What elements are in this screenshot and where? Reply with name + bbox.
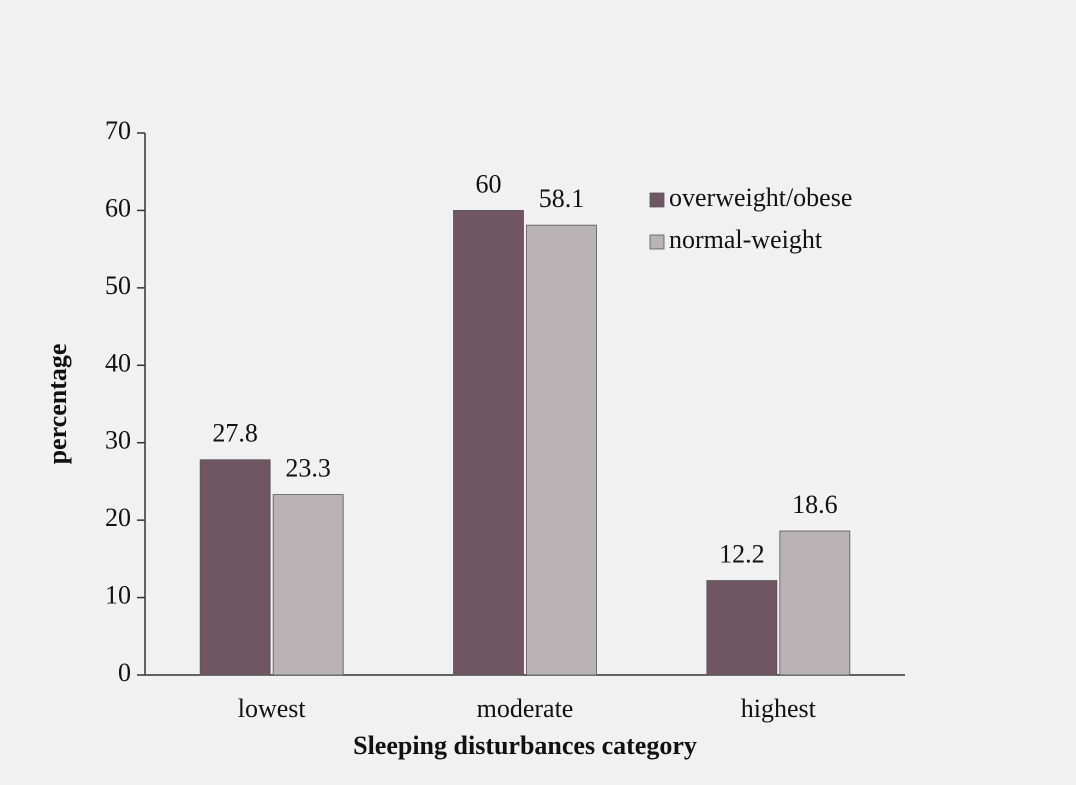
bar bbox=[779, 530, 851, 676]
y-tick-label: 0 bbox=[118, 658, 131, 687]
value-label: 12.2 bbox=[719, 540, 765, 569]
value-label: 58.1 bbox=[539, 184, 585, 213]
x-tick-label: highest bbox=[741, 694, 817, 723]
x-tick-label: lowest bbox=[238, 694, 307, 723]
bar bbox=[272, 494, 344, 676]
bar bbox=[199, 459, 271, 676]
y-tick-label: 70 bbox=[105, 116, 131, 145]
y-tick-label: 50 bbox=[105, 271, 131, 300]
y-tick-label: 60 bbox=[105, 193, 131, 222]
y-tick-label: 30 bbox=[105, 426, 131, 455]
bar bbox=[706, 580, 778, 676]
y-tick-label: 20 bbox=[105, 503, 131, 532]
legend-swatch bbox=[649, 234, 665, 250]
bar bbox=[526, 224, 597, 676]
value-label: 60 bbox=[476, 169, 502, 198]
x-axis-label: Sleeping disturbances category bbox=[353, 731, 697, 760]
legend-swatch bbox=[649, 192, 665, 208]
y-tick-label: 40 bbox=[105, 348, 131, 377]
value-label: 18.6 bbox=[792, 490, 838, 519]
x-tick-label: moderate bbox=[477, 694, 574, 723]
legend-label: overweight/obese bbox=[669, 183, 852, 212]
value-label: 27.8 bbox=[212, 419, 258, 448]
legend-label: normal-weight bbox=[669, 225, 823, 254]
y-tick-label: 10 bbox=[105, 581, 131, 610]
value-label: 23.3 bbox=[285, 454, 331, 483]
bar bbox=[453, 210, 524, 676]
y-axis-label: percentage bbox=[43, 344, 72, 465]
